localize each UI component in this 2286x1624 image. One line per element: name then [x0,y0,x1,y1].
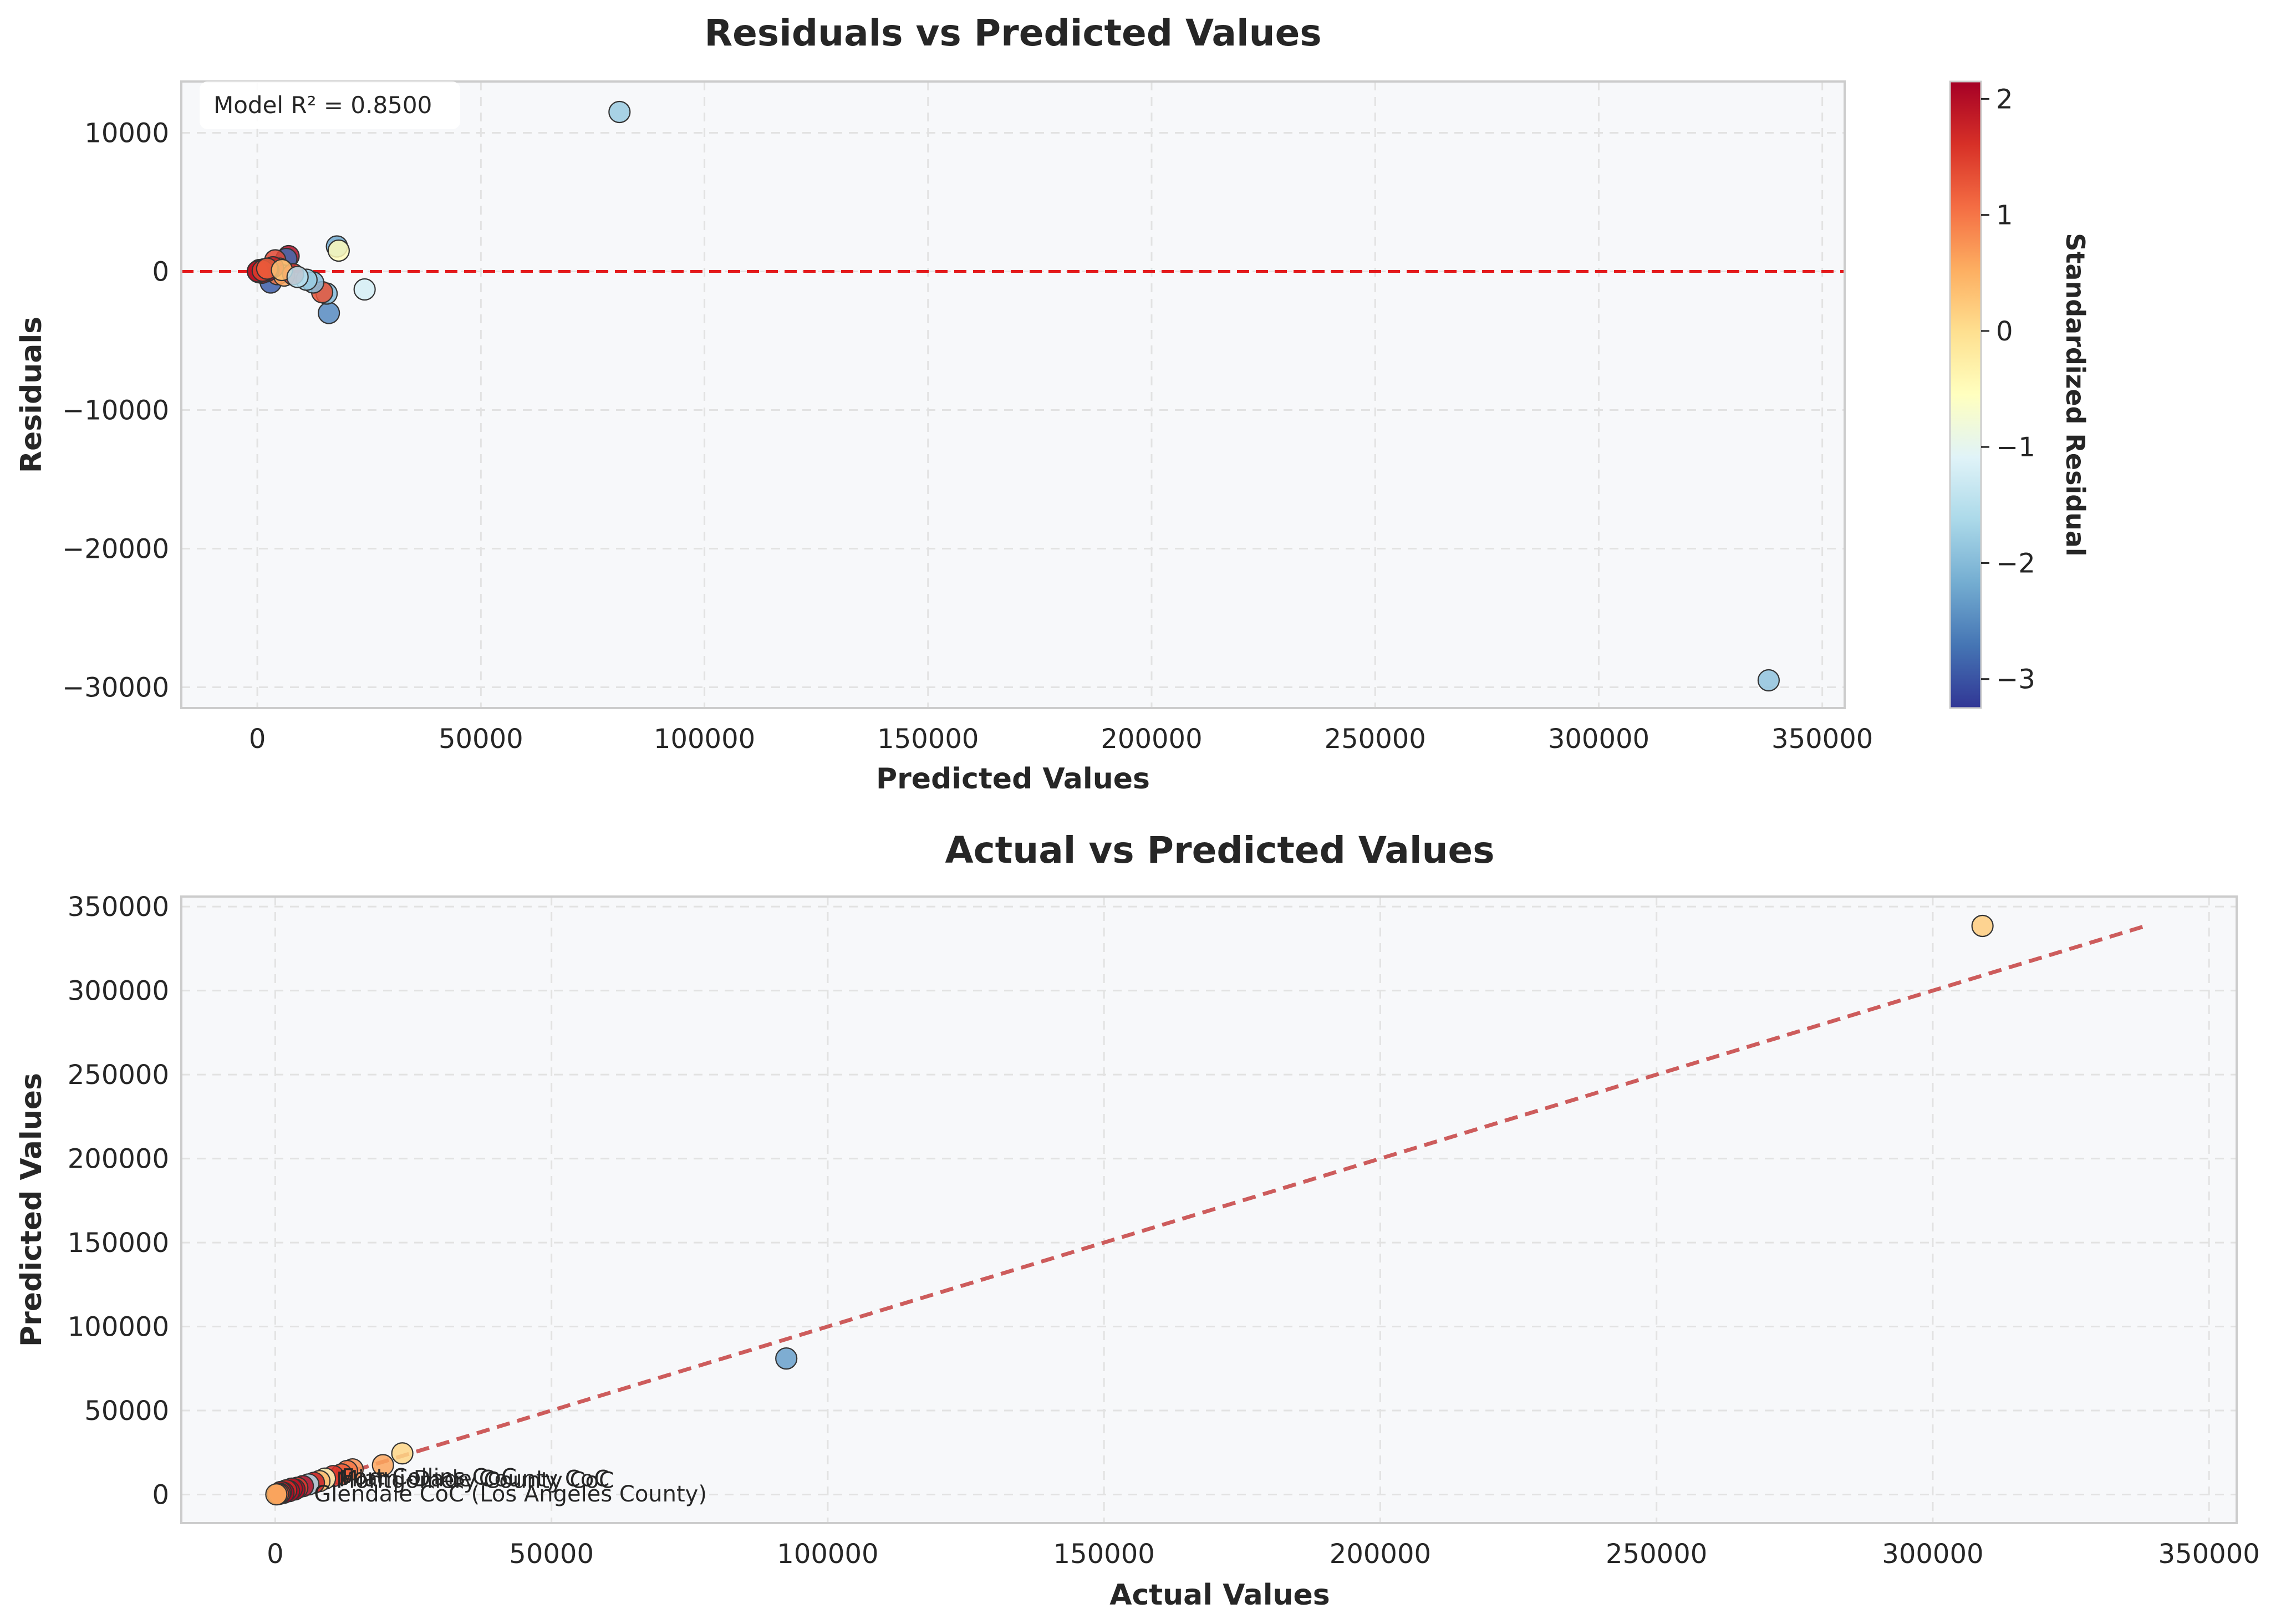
y-tick-label: −20000 [62,534,169,565]
x-tick-label: 0 [267,1539,284,1570]
residuals-x-label: Predicted Values [876,762,1150,796]
y-tick-label: −10000 [62,395,169,426]
data-point [608,100,631,124]
avp-frame [180,895,2238,1524]
avp-title: Actual vs Predicted Values [945,829,1494,872]
x-tick-label: 250000 [1606,1539,1707,1570]
y-tick-label: 100000 [68,1312,169,1343]
x-tick-label: 100000 [654,724,755,755]
data-point [265,1483,288,1506]
x-tick-label: 350000 [2158,1539,2260,1570]
colorbar-tick-label: 2 [1996,84,2013,115]
residuals-y-label: Residuals [15,317,48,473]
y-tick-label: −30000 [62,673,169,704]
residuals-x-ticks: 0 50000 100000 150000 200000 250000 300000 3500… [249,724,1873,755]
x-tick-label: 150000 [1053,1539,1155,1570]
data-point [353,278,376,301]
x-tick-label: 300000 [1548,724,1649,755]
avp-point-labels: Glendale CoC (Los Angeles County)Montgom… [314,1465,707,1507]
x-tick-label: 50000 [439,724,523,755]
data-point [1757,669,1780,692]
data-point [327,239,350,262]
y-tick-label: 300000 [68,976,169,1007]
residuals-frame [180,80,1846,709]
x-tick-label: 100000 [777,1539,878,1570]
colorbar-tick-label: 1 [1996,200,2013,231]
x-tick-label: 0 [249,724,266,755]
colorbar-label: Standardized Residual [2060,233,2090,556]
colorbar-gradient [1949,80,1982,709]
colorbar-tick-label: −3 [1996,664,2035,695]
y-tick-label: 350000 [68,892,169,923]
avp-grid [181,897,2237,1523]
y-tick-label: 250000 [68,1060,169,1091]
avp-x-label: Actual Values [1109,1579,1330,1612]
avp-points [265,914,1994,1506]
x-tick-label: 200000 [1330,1539,1431,1570]
x-tick-label: 350000 [1771,724,1873,755]
colorbar-tick-label: 0 [1996,316,2013,347]
x-tick-label: 150000 [877,724,979,755]
avp-y-label: Predicted Values [15,1073,48,1347]
residuals-y-ticks: −30000 −20000 −10000 0 10000 [62,118,169,704]
residuals-title: Residuals vs Predicted Values [704,12,1321,54]
y-tick-label: 50000 [84,1396,169,1427]
avp-y-ticks: 0 50000 100000 150000 200000 250000 300000 3500… [68,892,169,1510]
residuals-plot-area [181,82,1845,708]
avp-x-ticks: 0 50000 100000 150000 200000 250000 300000 3500… [267,1539,2260,1570]
identity-reference-line [274,925,2144,1496]
point-label: Glendale CoC (Los Angeles County) [314,1482,707,1507]
y-tick-label: 0 [152,1479,169,1510]
r2-annotation: Model R² = 0.8500 [200,82,460,129]
x-tick-label: 50000 [509,1539,594,1570]
data-point [775,1347,798,1370]
data-point [318,302,340,324]
r2-text: Model R² = 0.8500 [213,91,432,119]
y-tick-label: 200000 [68,1144,169,1175]
y-tick-label: 0 [152,257,169,288]
x-tick-label: 200000 [1101,724,1202,755]
point-label: Fort Collins CoC [342,1465,517,1490]
colorbar-tick-label: −2 [1996,548,2035,579]
actual-vs-predicted-panel: Glendale CoC (Los Angeles County)Montgom… [15,829,2260,1612]
data-point [391,1442,414,1465]
x-tick-label: 250000 [1325,724,1426,755]
residuals-points [246,100,1780,692]
data-point [286,266,309,288]
y-tick-label: 10000 [84,118,169,149]
colorbar-ticks: −3 −2 −1 0 1 2 [1981,84,2035,695]
x-tick-label: 300000 [1882,1539,1983,1570]
data-point [1971,914,1994,938]
y-tick-label: 150000 [68,1228,169,1259]
residuals-panel: 0 50000 100000 150000 200000 250000 300000 3500… [15,12,1873,796]
data-point [371,1454,394,1477]
colorbar-tick-label: −1 [1996,432,2035,463]
colorbar: −3 −2 −1 0 1 2 Standardized Residual [1949,80,2090,709]
point-label: Miami-Dade County CoC [339,1467,609,1492]
point-label: Montgomery County CoC [336,1468,614,1494]
